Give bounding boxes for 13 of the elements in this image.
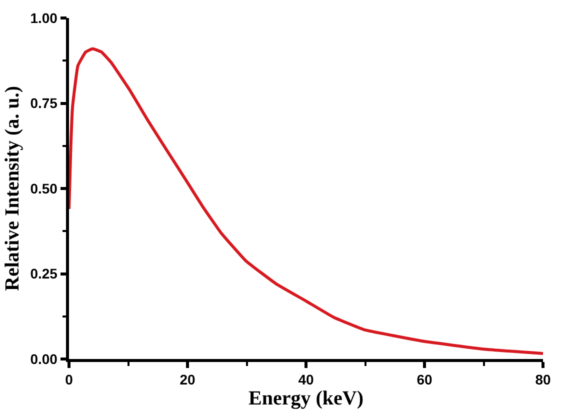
x-tick-label: 0 <box>65 372 74 388</box>
line-series <box>69 47 543 356</box>
y-tick-label: 1.00 <box>30 10 58 26</box>
y-tick-label: 0.75 <box>30 95 58 112</box>
x-axis-title: Energy (keV) <box>248 388 364 410</box>
x-tick-label: 60 <box>416 372 432 388</box>
y-tick-label: 0.50 <box>30 180 58 196</box>
y-tick-label: 0.00 <box>30 350 58 367</box>
x-tick-label: 40 <box>298 372 314 388</box>
y-axis-title: Relative Intensity (a. u.) <box>2 86 24 291</box>
x-tick-label: 20 <box>180 372 196 388</box>
y-tick-label: 0.25 <box>30 266 58 282</box>
x-tick-label: 80 <box>535 372 551 388</box>
